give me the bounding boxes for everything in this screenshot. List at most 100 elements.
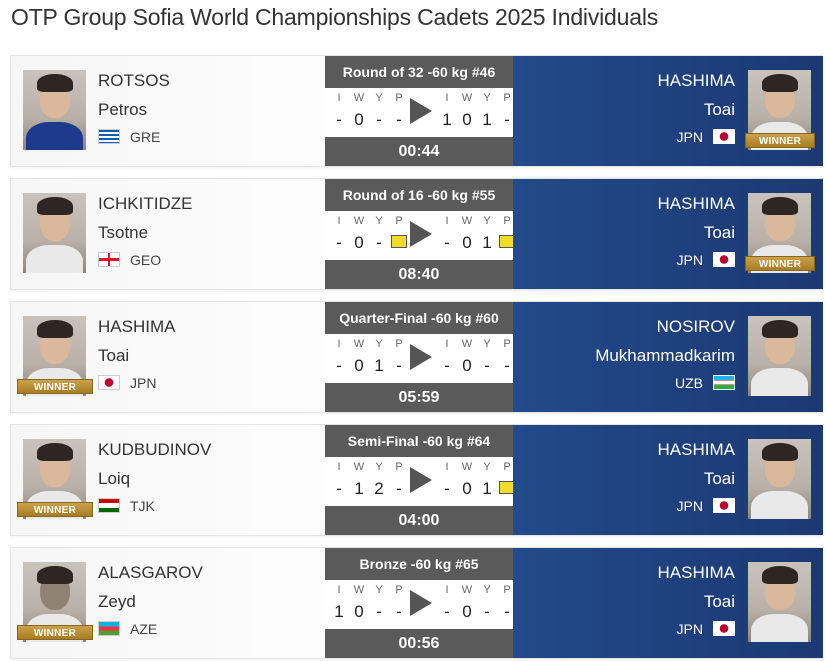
blue-competitor[interactable]: WINNER HASHIMA Toai JPN xyxy=(513,56,823,166)
competitor-surname: HASHIMA xyxy=(657,440,735,459)
competitor-surname: KUDBUDINOV xyxy=(98,440,212,459)
score-value: - xyxy=(504,602,510,621)
round-label: Round of 16 -60 kg #55 xyxy=(325,179,513,211)
match-time: 00:44 xyxy=(325,137,513,166)
winner-badge: WINNER xyxy=(745,256,815,271)
match-time: 00:56 xyxy=(325,629,513,658)
match-time: 04:00 xyxy=(325,506,513,535)
white-competitor[interactable]: WINNER KUDBUDINOV Loiq TJK xyxy=(11,425,325,535)
white-competitor[interactable]: WINNER ALASGAROV Zeyd AZE xyxy=(11,548,325,658)
competitor-given-name: Zeyd xyxy=(98,592,136,611)
match-card[interactable]: ICHKITIDZE Tsotne GEO Round of 16 -60 kg… xyxy=(10,178,823,290)
match-card[interactable]: ROTSOS Petros GRE Round of 32 -60 kg #46… xyxy=(10,55,823,167)
score-value: 0 xyxy=(354,233,364,252)
play-icon[interactable] xyxy=(410,467,432,493)
score-header: W xyxy=(461,215,473,227)
score-value: - xyxy=(444,233,450,252)
score-value: 0 xyxy=(462,110,472,129)
score-value: - xyxy=(396,356,402,375)
score-value: - xyxy=(376,110,382,129)
play-icon[interactable] xyxy=(410,221,432,247)
competitor-surname: ROTSOS xyxy=(98,71,170,90)
blue-competitor[interactable]: HASHIMA Toai JPN xyxy=(513,548,823,658)
score-header: W xyxy=(353,461,365,473)
score-header: Y xyxy=(375,584,383,596)
score-value: - xyxy=(336,233,342,252)
match-card[interactable]: WINNER ALASGAROV Zeyd AZE Bronze -60 kg … xyxy=(10,547,823,659)
japan-flag-icon xyxy=(713,252,735,267)
tajikistan-flag-icon xyxy=(98,498,120,513)
round-label: Round of 32 -60 kg #46 xyxy=(325,56,513,88)
score-value: 0 xyxy=(462,602,472,621)
score-header: Y xyxy=(483,461,491,473)
page-title: OTP Group Sofia World Championships Cade… xyxy=(11,4,659,30)
play-icon[interactable] xyxy=(410,98,432,124)
match-time: 05:59 xyxy=(325,383,513,412)
play-icon[interactable] xyxy=(410,590,432,616)
score-header: I xyxy=(337,461,341,473)
score-header: Y xyxy=(483,584,491,596)
white-competitor[interactable]: WINNER HASHIMA Toai JPN xyxy=(11,302,325,412)
score-value: - xyxy=(504,356,510,375)
greece-flag-icon xyxy=(98,129,120,144)
competitor-given-name: Toai xyxy=(703,223,735,242)
score-header: P xyxy=(503,215,511,227)
score-header: Y xyxy=(483,215,491,227)
score-value: 1 xyxy=(482,110,492,129)
competitor-surname: HASHIMA xyxy=(657,194,735,213)
play-icon[interactable] xyxy=(410,344,432,370)
competitor-surname: HASHIMA xyxy=(657,563,735,582)
competitor-given-name: Toai xyxy=(98,346,130,365)
score-header: Y xyxy=(375,92,383,104)
round-label: Bronze -60 kg #65 xyxy=(325,548,513,580)
blue-competitor[interactable]: HASHIMA Toai JPN xyxy=(513,425,823,535)
competitor-photo xyxy=(748,439,811,519)
round-label: Quarter-Final -60 kg #60 xyxy=(325,302,513,334)
blue-competitor[interactable]: NOSIROV Mukhammadkarim UZB xyxy=(513,302,823,412)
competitor-photo xyxy=(23,193,86,273)
score-header: P xyxy=(395,215,403,227)
score-value: 0 xyxy=(354,602,364,621)
blue-competitor[interactable]: WINNER HASHIMA Toai JPN xyxy=(513,179,823,289)
score-value: - xyxy=(484,602,490,621)
japan-flag-icon xyxy=(98,375,120,390)
match-time: 08:40 xyxy=(325,260,513,289)
score-header: P xyxy=(395,338,403,350)
score-value: - xyxy=(336,110,342,129)
score-value: - xyxy=(396,110,402,129)
score-value: 0 xyxy=(462,356,472,375)
score-value: 1 xyxy=(482,233,492,252)
score-value: - xyxy=(336,479,342,498)
competitor-photo xyxy=(748,316,811,396)
competitor-given-name: Petros xyxy=(98,100,148,119)
score-value: - xyxy=(376,233,382,252)
country-code: JPN xyxy=(130,375,157,391)
score-header: P xyxy=(503,461,511,473)
match-card[interactable]: WINNER KUDBUDINOV Loiq TJK Semi-Final -6… xyxy=(10,424,823,536)
country-code: JPN xyxy=(676,129,703,145)
country-code: GRE xyxy=(130,129,161,145)
country-code: AZE xyxy=(130,621,158,637)
white-competitor[interactable]: ICHKITIDZE Tsotne GEO xyxy=(11,179,325,289)
score-value: - xyxy=(444,602,450,621)
score-header: P xyxy=(503,338,511,350)
match-card[interactable]: WINNER HASHIMA Toai JPN Quarter-Final -6… xyxy=(10,301,823,413)
country-code: JPN xyxy=(676,621,703,637)
competitor-surname: NOSIROV xyxy=(656,317,735,336)
score-header: P xyxy=(395,461,403,473)
score-value: 1 xyxy=(442,110,452,129)
score-header: Y xyxy=(483,92,491,104)
competitor-given-name: Toai xyxy=(703,592,735,611)
white-competitor[interactable]: ROTSOS Petros GRE xyxy=(11,56,325,166)
score-header: W xyxy=(461,92,473,104)
